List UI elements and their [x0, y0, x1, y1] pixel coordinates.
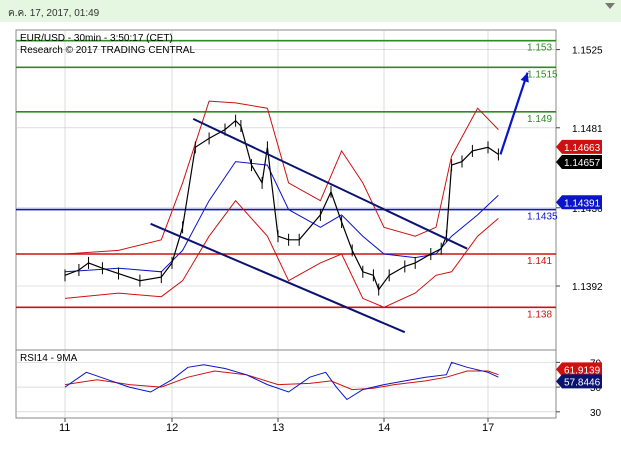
price-tag-2 [556, 195, 602, 210]
y-tick-label-2: 1.1436 [572, 204, 603, 215]
bollinger-upper-line [64, 100, 499, 255]
level-label-0: 1.153 [527, 43, 552, 54]
channel-line-1 [150, 222, 406, 334]
y-tick-label-1: 1.1481 [572, 124, 603, 135]
level-label-1: 1.1515 [527, 69, 558, 80]
x-tick-label-0: 11 [59, 422, 70, 434]
rsi-lines [64, 361, 499, 401]
rsi-grid [16, 350, 556, 418]
rsi-title: RSI14 - 9MA [20, 353, 78, 364]
level-label-5: 1.138 [527, 309, 552, 320]
level-label-3: 1.1435 [527, 212, 558, 223]
price-tag-label-1: 1.14657 [564, 158, 601, 169]
price-tag-label-0: 1.14663 [564, 143, 601, 154]
time-axis: 11 12 13 14 17 [59, 418, 494, 434]
chart-title: EUR/USD - 30min - 3:50:17 (CET) [20, 33, 173, 44]
price-axis: 1.1525 1.1481 1.1436 1.1392 [556, 46, 603, 293]
rsi-tag-label-0: 61.9139 [564, 365, 601, 376]
level-label-2: 1.149 [527, 114, 552, 125]
x-tick-label-3: 14 [378, 422, 390, 434]
price-tag-label-2: 1.14391 [564, 198, 601, 209]
y-tick-label-3: 1.1392 [572, 282, 603, 293]
price-tag-1 [556, 154, 602, 169]
date-time-label: ค.ค. 17, 2017, 01:49 [8, 8, 100, 19]
price-line [64, 119, 499, 291]
rsi-line [64, 361, 499, 401]
rsi-ma-line [64, 370, 499, 391]
price-tags: 1.14663 1.14657 1.14391 [556, 139, 602, 210]
projected-arrow-head [520, 72, 529, 83]
rsi-tag-0 [556, 362, 602, 377]
rsi-tag-1 [556, 374, 602, 389]
x-tick-label-2: 13 [272, 422, 284, 434]
price-panel-frame [15, 29, 557, 351]
top-bar: ค.ค. 17, 2017, 01:49 [0, 0, 621, 22]
rsi-tag-label-1: 57.8446 [564, 377, 601, 388]
rsi-tick-label-2: 30 [590, 408, 602, 419]
projected-path-line [499, 72, 529, 155]
price-grid [16, 30, 556, 350]
x-tick-label-1: 12 [166, 422, 178, 434]
price-tag-0 [556, 139, 602, 154]
price-series-group [64, 114, 499, 296]
x-tick-label-4: 17 [482, 422, 494, 434]
trend-channel [150, 117, 468, 334]
level-label-4: 1.141 [527, 256, 552, 267]
channel-line-0 [192, 117, 468, 250]
chevron-down-icon[interactable] [605, 3, 615, 9]
rsi-tick-label-1: 50 [590, 383, 602, 394]
y-tick-label-0: 1.1525 [572, 46, 603, 57]
projected-path-group [499, 72, 529, 155]
chart-subtitle: Research © 2017 TRADING CENTRAL [20, 45, 195, 56]
bollinger-lower-line [64, 199, 499, 308]
level-lines: 1.153 1.1515 1.149 1.1435 1.141 1.138 [16, 39, 558, 320]
